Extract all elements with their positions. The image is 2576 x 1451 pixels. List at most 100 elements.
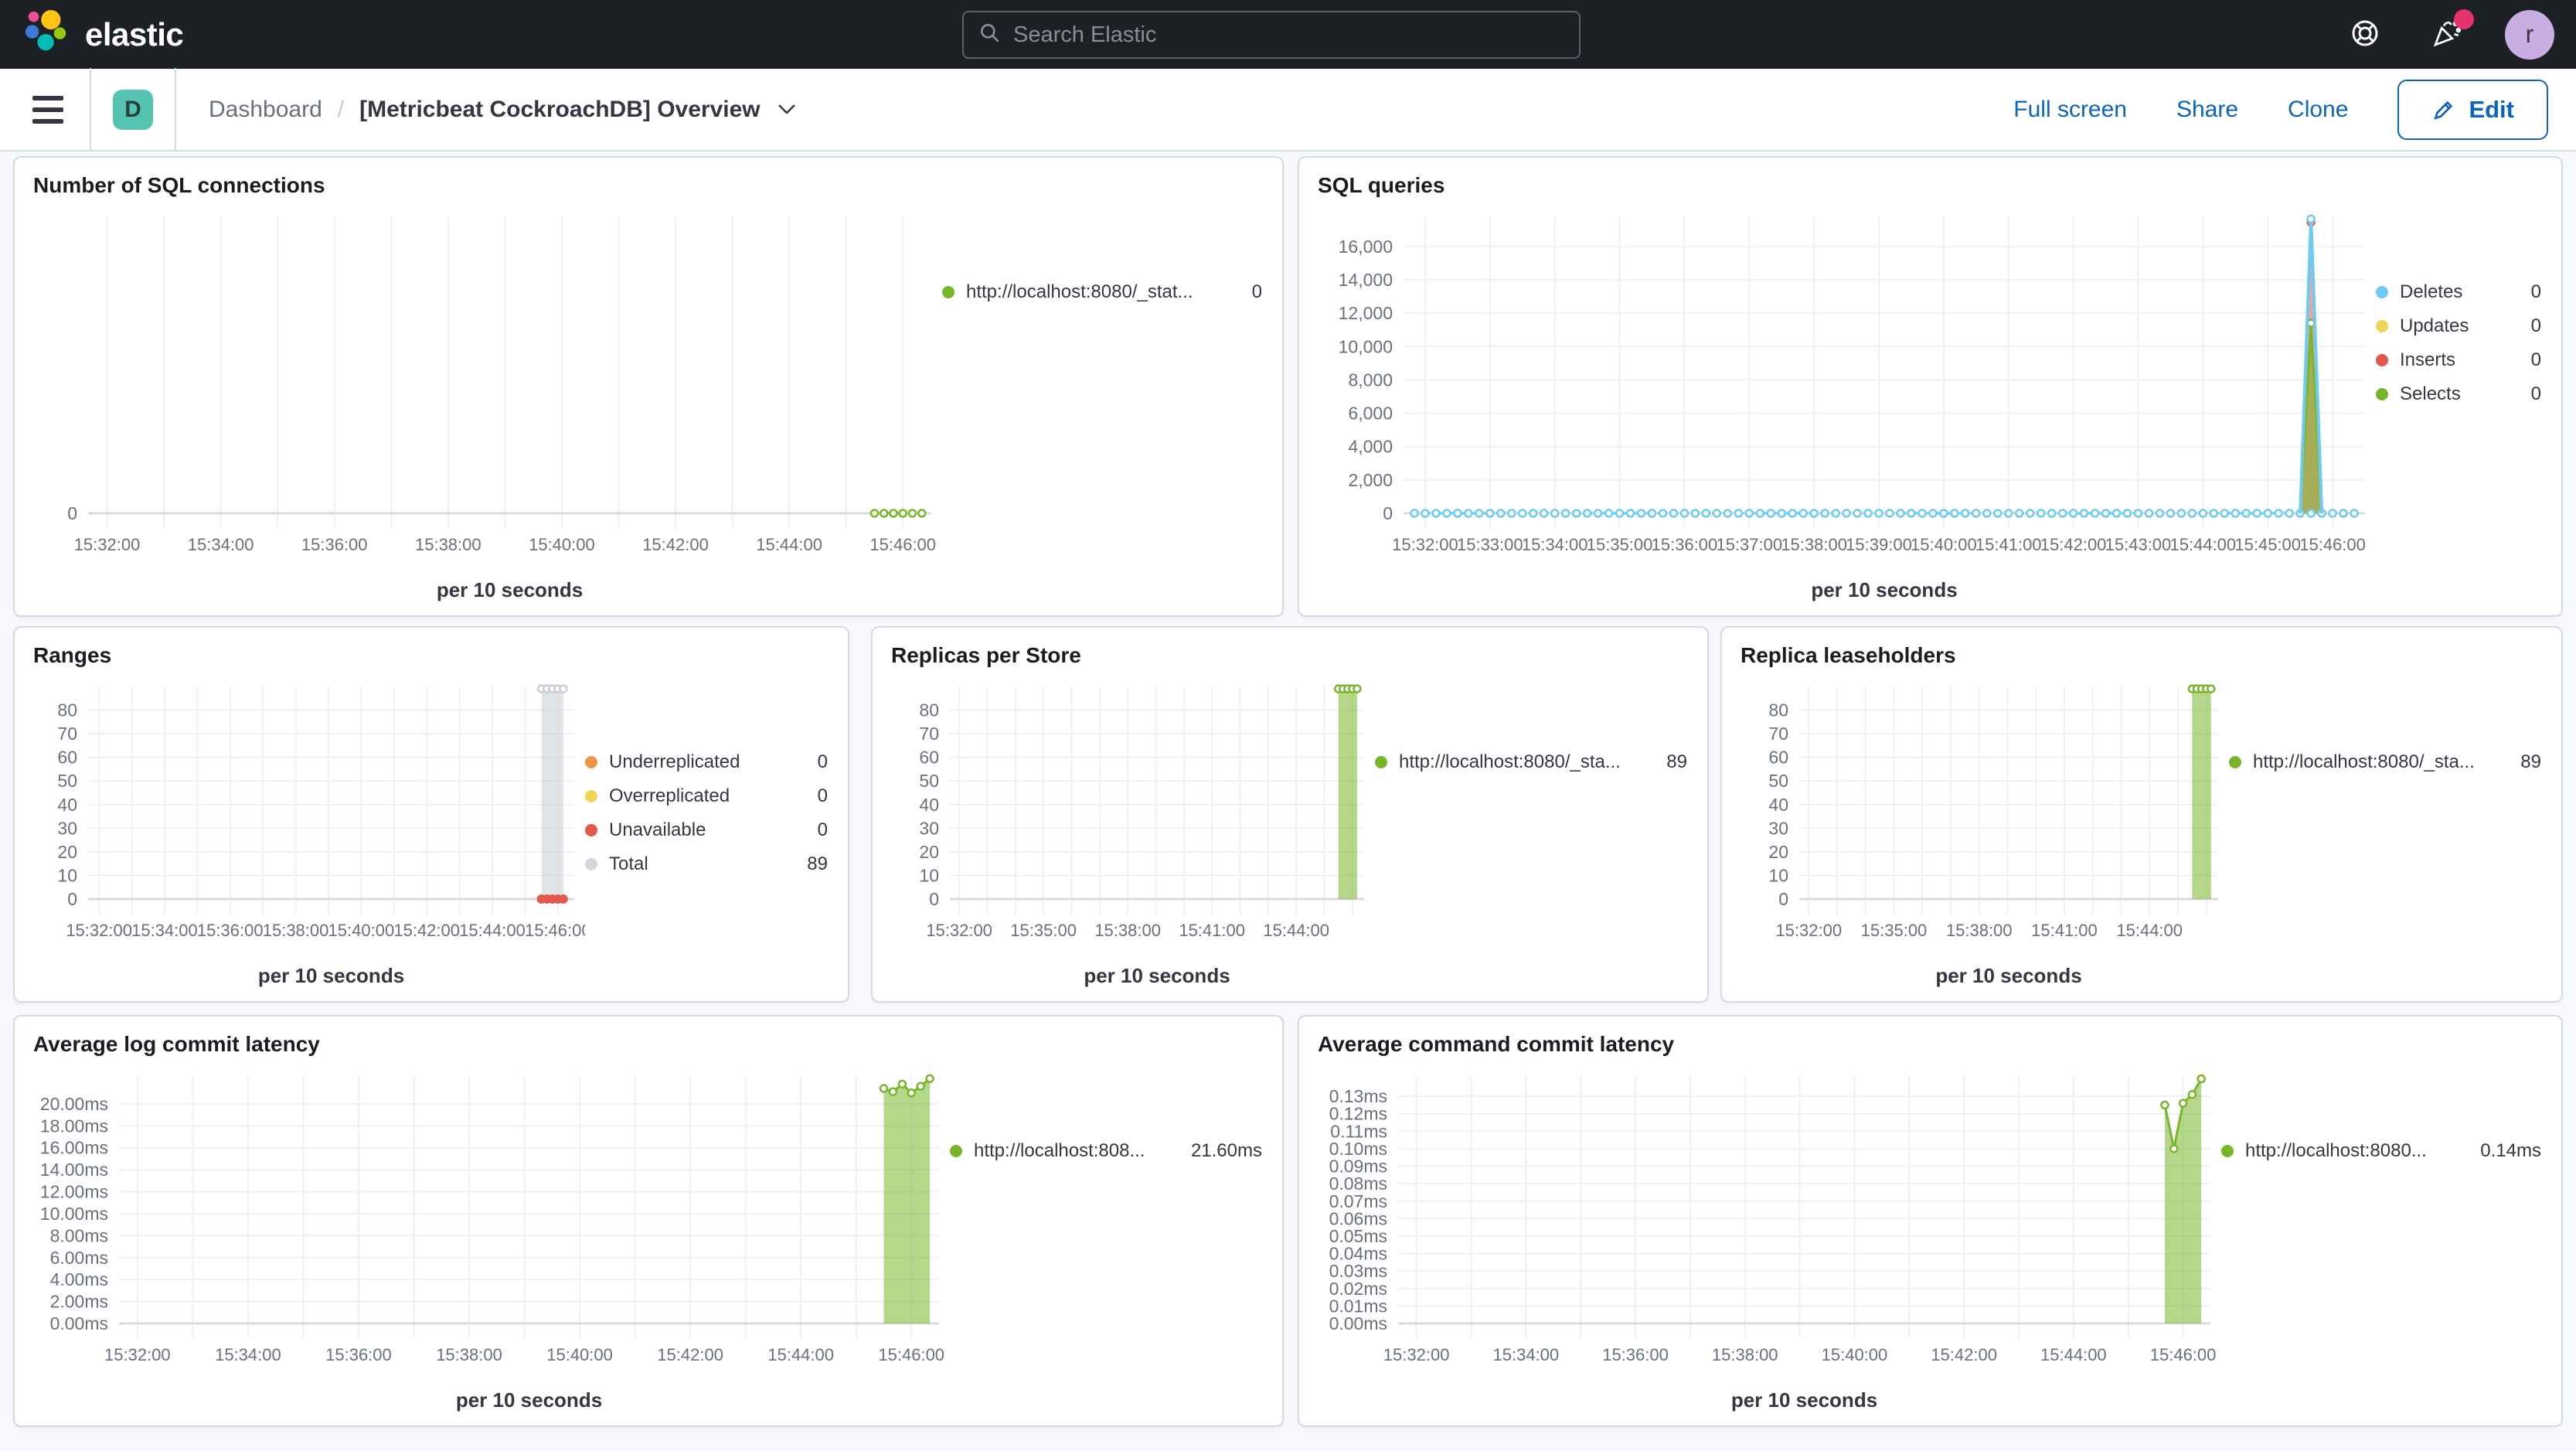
panel-ranges: Ranges 0 10 20 30 40 50 60 70 80 15:32:00 15:34:00 1… <box>13 626 849 1003</box>
svg-text:0.00ms: 0.00ms <box>1329 1313 1387 1333</box>
share-button[interactable]: Share <box>2176 96 2239 122</box>
svg-text:15:36:00: 15:36:00 <box>301 535 368 554</box>
svg-text:8.00ms: 8.00ms <box>50 1225 108 1245</box>
edit-button[interactable]: Edit <box>2397 79 2548 140</box>
breadcrumb: Dashboard / [Metricbeat CockroachDB] Ove… <box>209 97 798 123</box>
svg-text:15:44:00: 15:44:00 <box>2040 1345 2107 1364</box>
clone-button[interactable]: Clone <box>2288 96 2349 122</box>
legend-color-dot <box>2376 388 2388 400</box>
dashboard-toolbar: D Dashboard / [Metricbeat CockroachDB] O… <box>0 68 2576 152</box>
legend-item[interactable]: Deletes 0 <box>2376 281 2541 303</box>
chart-svg: 0 10 20 30 40 50 60 70 80 15:32:00 15:34:00 15:36:0… <box>57 684 591 987</box>
svg-text:18.00ms: 18.00ms <box>40 1115 108 1136</box>
legend-value: 89 <box>807 853 828 874</box>
svg-text:15:44:00: 15:44:00 <box>2170 535 2237 554</box>
legend-label: http://localhost:808... <box>974 1140 1145 1161</box>
svg-text:15:32:00: 15:32:00 <box>1383 1345 1450 1364</box>
chart-replica-leaseholders[interactable]: 0 10 20 30 40 50 60 70 80 15:32:00 15:35:00 15:38:0… <box>1730 677 2229 995</box>
svg-text:15:46:00: 15:46:00 <box>2299 535 2366 554</box>
svg-text:10: 10 <box>57 865 77 885</box>
breadcrumb-dashboard-link[interactable]: Dashboard <box>209 96 322 122</box>
svg-text:15:32:00: 15:32:00 <box>1775 921 1842 940</box>
legend-color-dot <box>950 1145 962 1157</box>
legend-item[interactable]: Selects 0 <box>2376 383 2541 405</box>
svg-text:15:38:00: 15:38:00 <box>436 1345 502 1364</box>
help-button[interactable] <box>2341 11 2389 59</box>
chart-avg-log-commit-latency[interactable]: 0.00ms 2.00ms 4.00ms 6.00ms 8.00ms 10.00ms 12.… <box>22 1066 950 1419</box>
legend-item[interactable]: Unavailable 0 <box>585 819 828 841</box>
svg-text:10: 10 <box>1768 865 1788 885</box>
legend-item[interactable]: http://localhost:8080/_sta... 89 <box>2229 751 2541 773</box>
panel-title: Replica leaseholders <box>1741 643 1956 667</box>
user-avatar[interactable]: r <box>2505 9 2554 60</box>
legend-label: http://localhost:8080/_sta... <box>1399 751 1621 772</box>
svg-text:15:34:00: 15:34:00 <box>131 921 198 940</box>
legend-item[interactable]: http://localhost:8080/_sta... 89 <box>1375 751 1687 773</box>
chart-ranges[interactable]: 0 10 20 30 40 50 60 70 80 15:32:00 15:34:00 15:36:0… <box>22 677 591 995</box>
chart-avg-command-commit-latency[interactable]: 0.00ms 0.01ms 0.02ms 0.03ms 0.04ms 0.05ms 0.06… <box>1307 1066 2221 1419</box>
legend-color-dot <box>1375 756 1387 768</box>
svg-text:15:33:00: 15:33:00 <box>1457 535 1523 554</box>
svg-text:15:34:00: 15:34:00 <box>215 1345 281 1364</box>
svg-text:15:40:00: 15:40:00 <box>529 535 595 554</box>
legend-item[interactable]: http://localhost:8080/_stat... 0 <box>942 281 1262 303</box>
svg-text:per 10 seconds: per 10 seconds <box>1811 578 1957 601</box>
legend: http://localhost:8080/_sta... 89 <box>2229 677 2554 995</box>
search-input[interactable] <box>1013 22 1565 48</box>
svg-text:40: 40 <box>1768 795 1788 815</box>
legend-color-dot <box>2229 756 2241 768</box>
svg-text:14,000: 14,000 <box>1339 270 1393 290</box>
legend-item[interactable]: Inserts 0 <box>2376 349 2541 371</box>
legend-item[interactable]: Updates 0 <box>2376 315 2541 337</box>
legend-label: Overreplicated <box>609 785 730 806</box>
panel-replica-leaseholders: Replica leaseholders 0 10 20 30 40 50 60 70 80 15:… <box>1720 626 2563 1003</box>
legend-item[interactable]: Overreplicated 0 <box>585 785 828 807</box>
legend-item[interactable]: Underreplicated 0 <box>585 751 828 773</box>
svg-text:0.11ms: 0.11ms <box>1330 1121 1387 1141</box>
svg-text:16.00ms: 16.00ms <box>40 1138 108 1158</box>
svg-text:40: 40 <box>57 795 77 815</box>
top-navigation-bar: elastic <box>0 0 2576 69</box>
dashboard-badge[interactable]: D <box>113 89 153 130</box>
svg-text:15:44:00: 15:44:00 <box>459 921 526 940</box>
svg-text:15:32:00: 15:32:00 <box>66 921 132 940</box>
chart-svg: 0 10 20 30 40 50 60 70 80 15:32:00 15:35:00 15:38:0… <box>1768 684 2218 987</box>
svg-text:15:36:00: 15:36:00 <box>1652 535 1718 554</box>
svg-text:15:35:00: 15:35:00 <box>1861 921 1928 940</box>
panel-title: Average command commit latency <box>1318 1032 1675 1056</box>
svg-text:0: 0 <box>929 889 939 909</box>
svg-text:0.13ms: 0.13ms <box>1329 1086 1387 1106</box>
chart-replicas-per-store[interactable]: 0 10 20 30 40 50 60 70 80 15:32:00 15:35:00 15:38:0… <box>880 677 1375 995</box>
legend-item[interactable]: http://localhost:8080... 0.14ms <box>2221 1140 2541 1162</box>
svg-text:15:42:00: 15:42:00 <box>657 1345 723 1364</box>
menu-button[interactable] <box>28 93 68 127</box>
svg-text:16,000: 16,000 <box>1339 237 1393 257</box>
legend-value: 89 <box>1666 751 1687 772</box>
legend-color-dot <box>585 858 597 870</box>
elastic-brand[interactable]: elastic <box>23 9 184 60</box>
legend-item[interactable]: http://localhost:808... 21.60ms <box>950 1140 1262 1162</box>
svg-text:15:42:00: 15:42:00 <box>2040 535 2107 554</box>
legend-item[interactable]: Total 89 <box>585 853 828 875</box>
svg-text:15:46:00: 15:46:00 <box>878 1345 944 1364</box>
svg-text:12.00ms: 12.00ms <box>40 1182 108 1202</box>
svg-text:15:39:00: 15:39:00 <box>1846 535 1912 554</box>
global-search[interactable] <box>962 11 1581 59</box>
chart-svg: 0 15:32:00 15:34:00 15:36:00 15:38:00 15:40:0… <box>67 216 936 601</box>
chevron-down-icon[interactable] <box>776 102 798 118</box>
legend: Deletes 0 Updates 0 Inserts 0 Selects 0 <box>2376 207 2554 609</box>
svg-text:15:46:00: 15:46:00 <box>869 535 936 554</box>
panel-replicas-per-store: Replicas per Store 0 10 20 30 40 50 60 70 80 15:32… <box>871 626 1709 1003</box>
newsfeed-button[interactable] <box>2423 9 2474 59</box>
svg-text:15:42:00: 15:42:00 <box>393 921 460 940</box>
chart-sql-queries[interactable]: 0 2,000 4,000 6,000 8,000 10,000 12,000 14,000 1… <box>1307 207 2376 609</box>
chart-sql-connections[interactable]: 0 15:32:00 15:34:00 15:36:00 15:38:00 15:40:0… <box>22 207 942 609</box>
svg-text:20: 20 <box>1768 842 1788 862</box>
svg-text:15:46:00: 15:46:00 <box>2150 1345 2217 1364</box>
svg-text:15:34:00: 15:34:00 <box>188 535 254 554</box>
svg-text:0.10ms: 0.10ms <box>1329 1139 1387 1159</box>
svg-text:0.07ms: 0.07ms <box>1329 1191 1387 1211</box>
svg-text:8,000: 8,000 <box>1348 370 1393 390</box>
search-icon <box>978 21 1002 49</box>
full-screen-button[interactable]: Full screen <box>2013 96 2127 122</box>
